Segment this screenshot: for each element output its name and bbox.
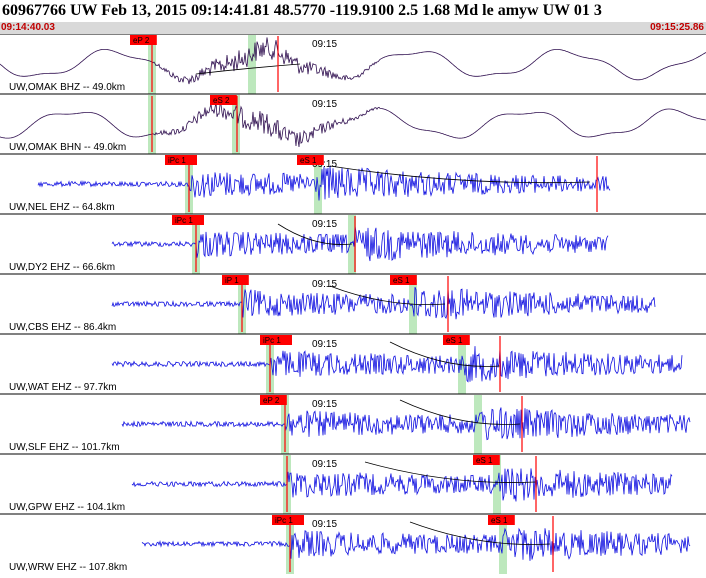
travel-time-curve (329, 165, 591, 184)
svg-text:eS 1: eS 1 (476, 456, 493, 465)
waveform (0, 37, 706, 85)
station-label: UW,GPW EHZ -- 104.1km (9, 502, 125, 513)
waveform (131, 468, 673, 502)
trace-row[interactable]: 09:15 eP 2 UW,OMAK BHZ -- 49.0km (0, 34, 706, 94)
svg-text:eP 2: eP 2 (263, 396, 280, 405)
svg-text:eS 1: eS 1 (393, 276, 410, 285)
pick-window (248, 35, 256, 94)
trace-row[interactable]: 09:15 eP 2 UW,SLF EHZ -- 101.7km (0, 393, 706, 454)
pick-window (499, 515, 507, 574)
travel-time-curve (409, 521, 551, 545)
pick-label[interactable]: eS 2 (210, 95, 237, 105)
svg-text:iPc 1: iPc 1 (175, 216, 193, 225)
pick-label[interactable]: iP 1 (222, 275, 249, 285)
pick-label[interactable]: eS 1 (443, 335, 470, 345)
minute-label: 09:15 (312, 39, 337, 50)
minute-label: 09:15 (312, 279, 337, 290)
minute-label: 09:15 (312, 339, 337, 350)
minute-label: 09:15 (312, 399, 337, 410)
seismogram-panel[interactable]: 09:15 eP 2 UW,OMAK BHZ -- 49.0km 09:15 eS 2 U… (0, 34, 706, 578)
pick-label[interactable]: iPc 1 (260, 335, 292, 345)
trace-row[interactable]: 09:15 iPc 1 eS 1 UW,WAT EHZ -- 97.7km (0, 333, 706, 394)
waveform (111, 346, 683, 383)
station-label: UW,SLF EHZ -- 101.7km (9, 442, 120, 453)
minute-label: 09:15 (312, 519, 337, 530)
travel-time-curve (329, 285, 446, 305)
pick-label[interactable]: eP 2 (260, 395, 287, 405)
trace-row[interactable]: 09:15 eS 1 UW,GPW EHZ -- 104.1km (0, 453, 706, 514)
pick-label[interactable]: eS 1 (488, 515, 515, 525)
trace-row[interactable]: 09:15 iPc 1 eS 1 UW,NEL EHZ -- 64.8km (0, 153, 706, 214)
event-title: 60967766 UW Feb 13, 2015 09:14:41.81 48.… (2, 2, 602, 19)
station-label: UW,OMAK BHZ -- 49.0km (9, 82, 125, 93)
station-label: UW,WAT EHZ -- 97.7km (9, 382, 117, 393)
waveform (141, 527, 691, 561)
pick-label[interactable]: eS 1 (390, 275, 417, 285)
minute-label: 09:15 (312, 99, 337, 110)
pick-label[interactable]: eS 1 (297, 155, 324, 165)
travel-time-curve (277, 223, 353, 245)
svg-text:iPc 1: iPc 1 (275, 516, 293, 525)
pick-window (348, 215, 356, 274)
svg-text:eP 2: eP 2 (133, 36, 150, 45)
pick-window (458, 335, 466, 394)
minute-label: 09:15 (312, 459, 337, 470)
station-label: UW,WRW EHZ -- 107.8km (9, 562, 127, 573)
waveform (121, 407, 691, 441)
pick-label[interactable]: iPc 1 (272, 515, 304, 525)
minute-label: 09:15 (312, 159, 337, 170)
station-label: UW,CBS EHZ -- 86.4km (9, 322, 116, 333)
waveform (111, 225, 609, 262)
station-label: UW,NEL EHZ -- 64.8km (9, 202, 115, 213)
pick-window (232, 95, 240, 154)
svg-text:eS 1: eS 1 (491, 516, 508, 525)
time-range-bar: 09:14:40.03 09:15:25.86 (0, 22, 706, 34)
trace-row[interactable]: 09:15 iPc 1 UW,DY2 EHZ -- 66.6km (0, 213, 706, 274)
trace-row[interactable]: 09:15 eS 2 UW,OMAK BHN -- 49.0km (0, 93, 706, 154)
svg-text:iPc 1: iPc 1 (168, 156, 186, 165)
svg-text:iPc 1: iPc 1 (263, 336, 281, 345)
travel-time-curve (399, 399, 521, 425)
travel-time-curve (389, 341, 501, 367)
waveform (111, 286, 656, 320)
travel-time-curve (364, 461, 537, 483)
station-label: UW,DY2 EHZ -- 66.6km (9, 262, 115, 273)
svg-text:eS 1: eS 1 (446, 336, 463, 345)
station-label: UW,OMAK BHN -- 49.0km (9, 142, 126, 153)
pick-label[interactable]: eS 1 (473, 455, 500, 465)
trace-row[interactable]: 09:15 iP 1 eS 1 UW,CBS EHZ -- 86.4km (0, 273, 706, 334)
trace-row[interactable]: 09:15 iPc 1 eS 1 UW,WRW EHZ -- 107.8km (0, 513, 706, 574)
waveform (37, 166, 611, 201)
waveform (0, 101, 706, 148)
pick-label[interactable]: eP 2 (130, 35, 157, 45)
travel-time-curve (195, 63, 301, 75)
start-time: 09:14:40.03 (1, 22, 55, 33)
svg-text:iP 1: iP 1 (225, 276, 239, 285)
pick-label[interactable]: iPc 1 (172, 215, 204, 225)
svg-text:eS 1: eS 1 (300, 156, 317, 165)
pick-window (474, 395, 482, 454)
minute-label: 09:15 (312, 219, 337, 230)
end-time: 09:15:25.86 (650, 22, 704, 33)
pick-label[interactable]: iPc 1 (165, 155, 197, 165)
svg-text:eS 2: eS 2 (213, 96, 230, 105)
